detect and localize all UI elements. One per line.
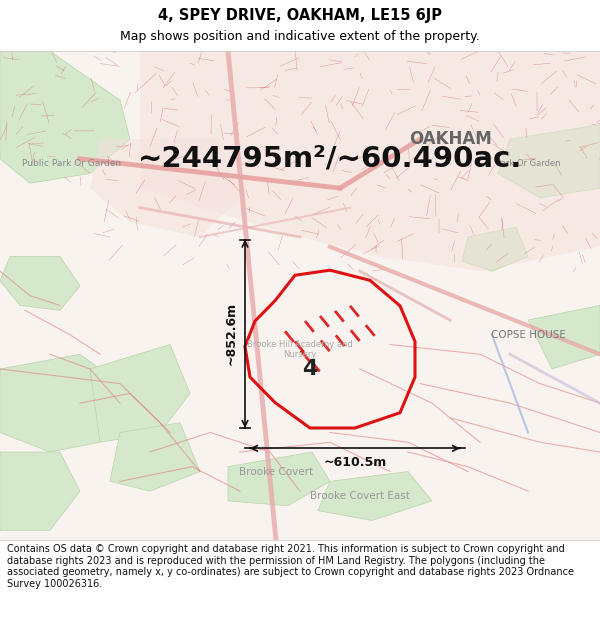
Text: 4: 4: [302, 359, 317, 379]
Text: Map shows position and indicative extent of the property.: Map shows position and indicative extent…: [120, 30, 480, 42]
Text: Brooke Hill Academy and
Nursery: Brooke Hill Academy and Nursery: [247, 339, 353, 359]
Polygon shape: [318, 472, 432, 521]
Polygon shape: [228, 452, 330, 506]
Polygon shape: [90, 139, 240, 237]
Text: Brooke Covert: Brooke Covert: [239, 467, 313, 477]
Text: ~852.6m: ~852.6m: [224, 302, 238, 366]
Polygon shape: [90, 344, 190, 442]
Polygon shape: [498, 124, 600, 198]
Polygon shape: [0, 256, 80, 310]
Text: Contains OS data © Crown copyright and database right 2021. This information is : Contains OS data © Crown copyright and d…: [7, 544, 574, 589]
Polygon shape: [462, 228, 528, 271]
Text: 4, SPEY DRIVE, OAKHAM, LE15 6JP: 4, SPEY DRIVE, OAKHAM, LE15 6JP: [158, 8, 442, 22]
Text: Park Or Garden: Park Or Garden: [496, 159, 560, 168]
Text: ~610.5m: ~610.5m: [323, 456, 386, 469]
Polygon shape: [110, 422, 200, 491]
Text: COPSE HOUSE: COPSE HOUSE: [491, 330, 565, 340]
Text: Brooke Covert East: Brooke Covert East: [310, 491, 410, 501]
Polygon shape: [0, 51, 130, 183]
Text: OAKHAM: OAKHAM: [409, 130, 491, 148]
Text: ~244795m²/~60.490ac.: ~244795m²/~60.490ac.: [138, 145, 522, 172]
Polygon shape: [0, 452, 80, 530]
Text: Public Park Or Garden: Public Park Or Garden: [22, 159, 122, 168]
Polygon shape: [140, 51, 600, 271]
Polygon shape: [528, 306, 600, 369]
Polygon shape: [0, 354, 120, 452]
